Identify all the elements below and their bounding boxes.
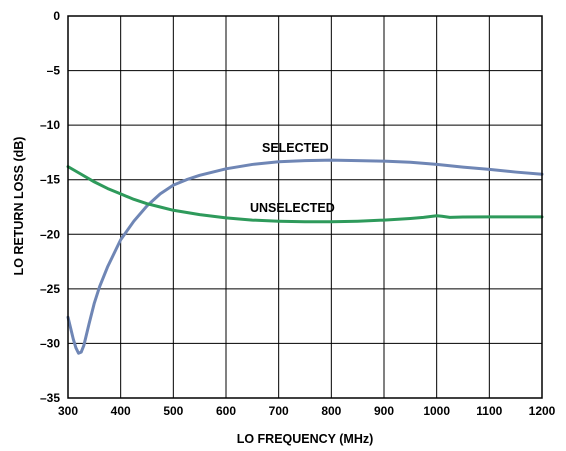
unselected-curve-label: UNSELECTED	[250, 201, 335, 215]
x-tick-label: 800	[321, 404, 341, 418]
curves	[66, 158, 544, 355]
x-tick-label: 700	[269, 404, 289, 418]
y-tick-label: –25	[40, 282, 60, 296]
y-tick-label: –5	[47, 64, 61, 78]
x-tick-label: 1000	[423, 404, 450, 418]
x-tick-labels: 300 400 500 600 700 800 900 1000 1100 1200	[58, 404, 556, 418]
y-tick-label: –15	[40, 173, 60, 187]
y-tick-label: –30	[40, 336, 60, 350]
x-tick-label: 1100	[476, 404, 502, 418]
x-tick-label: 600	[216, 404, 236, 418]
selected-curve-label: SELECTED	[262, 141, 329, 155]
y-tick-label: –35	[40, 391, 60, 405]
y-tick-label: –20	[40, 227, 60, 241]
y-tick-label: –10	[40, 118, 60, 132]
y-tick-label: 0	[53, 9, 60, 23]
x-axis-title: LO FREQUENCY (MHz)	[237, 432, 374, 446]
y-tick-labels: 0 –5 –10 –15 –20 –25 –30 –35	[40, 9, 60, 405]
plot-frame	[67, 15, 543, 399]
selected-curve	[66, 158, 544, 355]
unselected-curve	[66, 165, 544, 224]
grid	[68, 16, 542, 398]
x-tick-label: 400	[111, 404, 131, 418]
x-tick-label: 1200	[529, 404, 556, 418]
x-tick-label: 300	[58, 404, 78, 418]
y-axis-title: LO RETURN LOSS (dB)	[12, 137, 26, 276]
x-tick-label: 900	[374, 404, 394, 418]
x-tick-label: 500	[163, 404, 183, 418]
